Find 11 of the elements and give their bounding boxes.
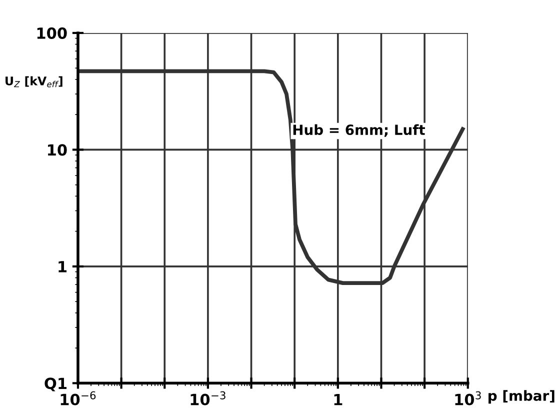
- y-tick-label: 10: [48, 144, 67, 156]
- x-tick-label: 10$^{−6}$: [60, 391, 96, 406]
- y-tick-label: Q1: [44, 378, 67, 392]
- x-tick-label: 1: [334, 394, 342, 406]
- x-tick-label: 10$^{3}$: [455, 391, 481, 406]
- x-tick-label: 10$^{−3}$: [190, 391, 226, 406]
- x-axis-title: p [mbar]: [488, 390, 554, 404]
- y-tick-label: 1: [58, 261, 67, 272]
- annotation: Hub = 6mm; Luft: [293, 124, 425, 137]
- y-tick-label: 100: [37, 27, 67, 39]
- y-axis-title: U$_{Z}$ [kV$_{eff}$]: [6, 76, 62, 88]
